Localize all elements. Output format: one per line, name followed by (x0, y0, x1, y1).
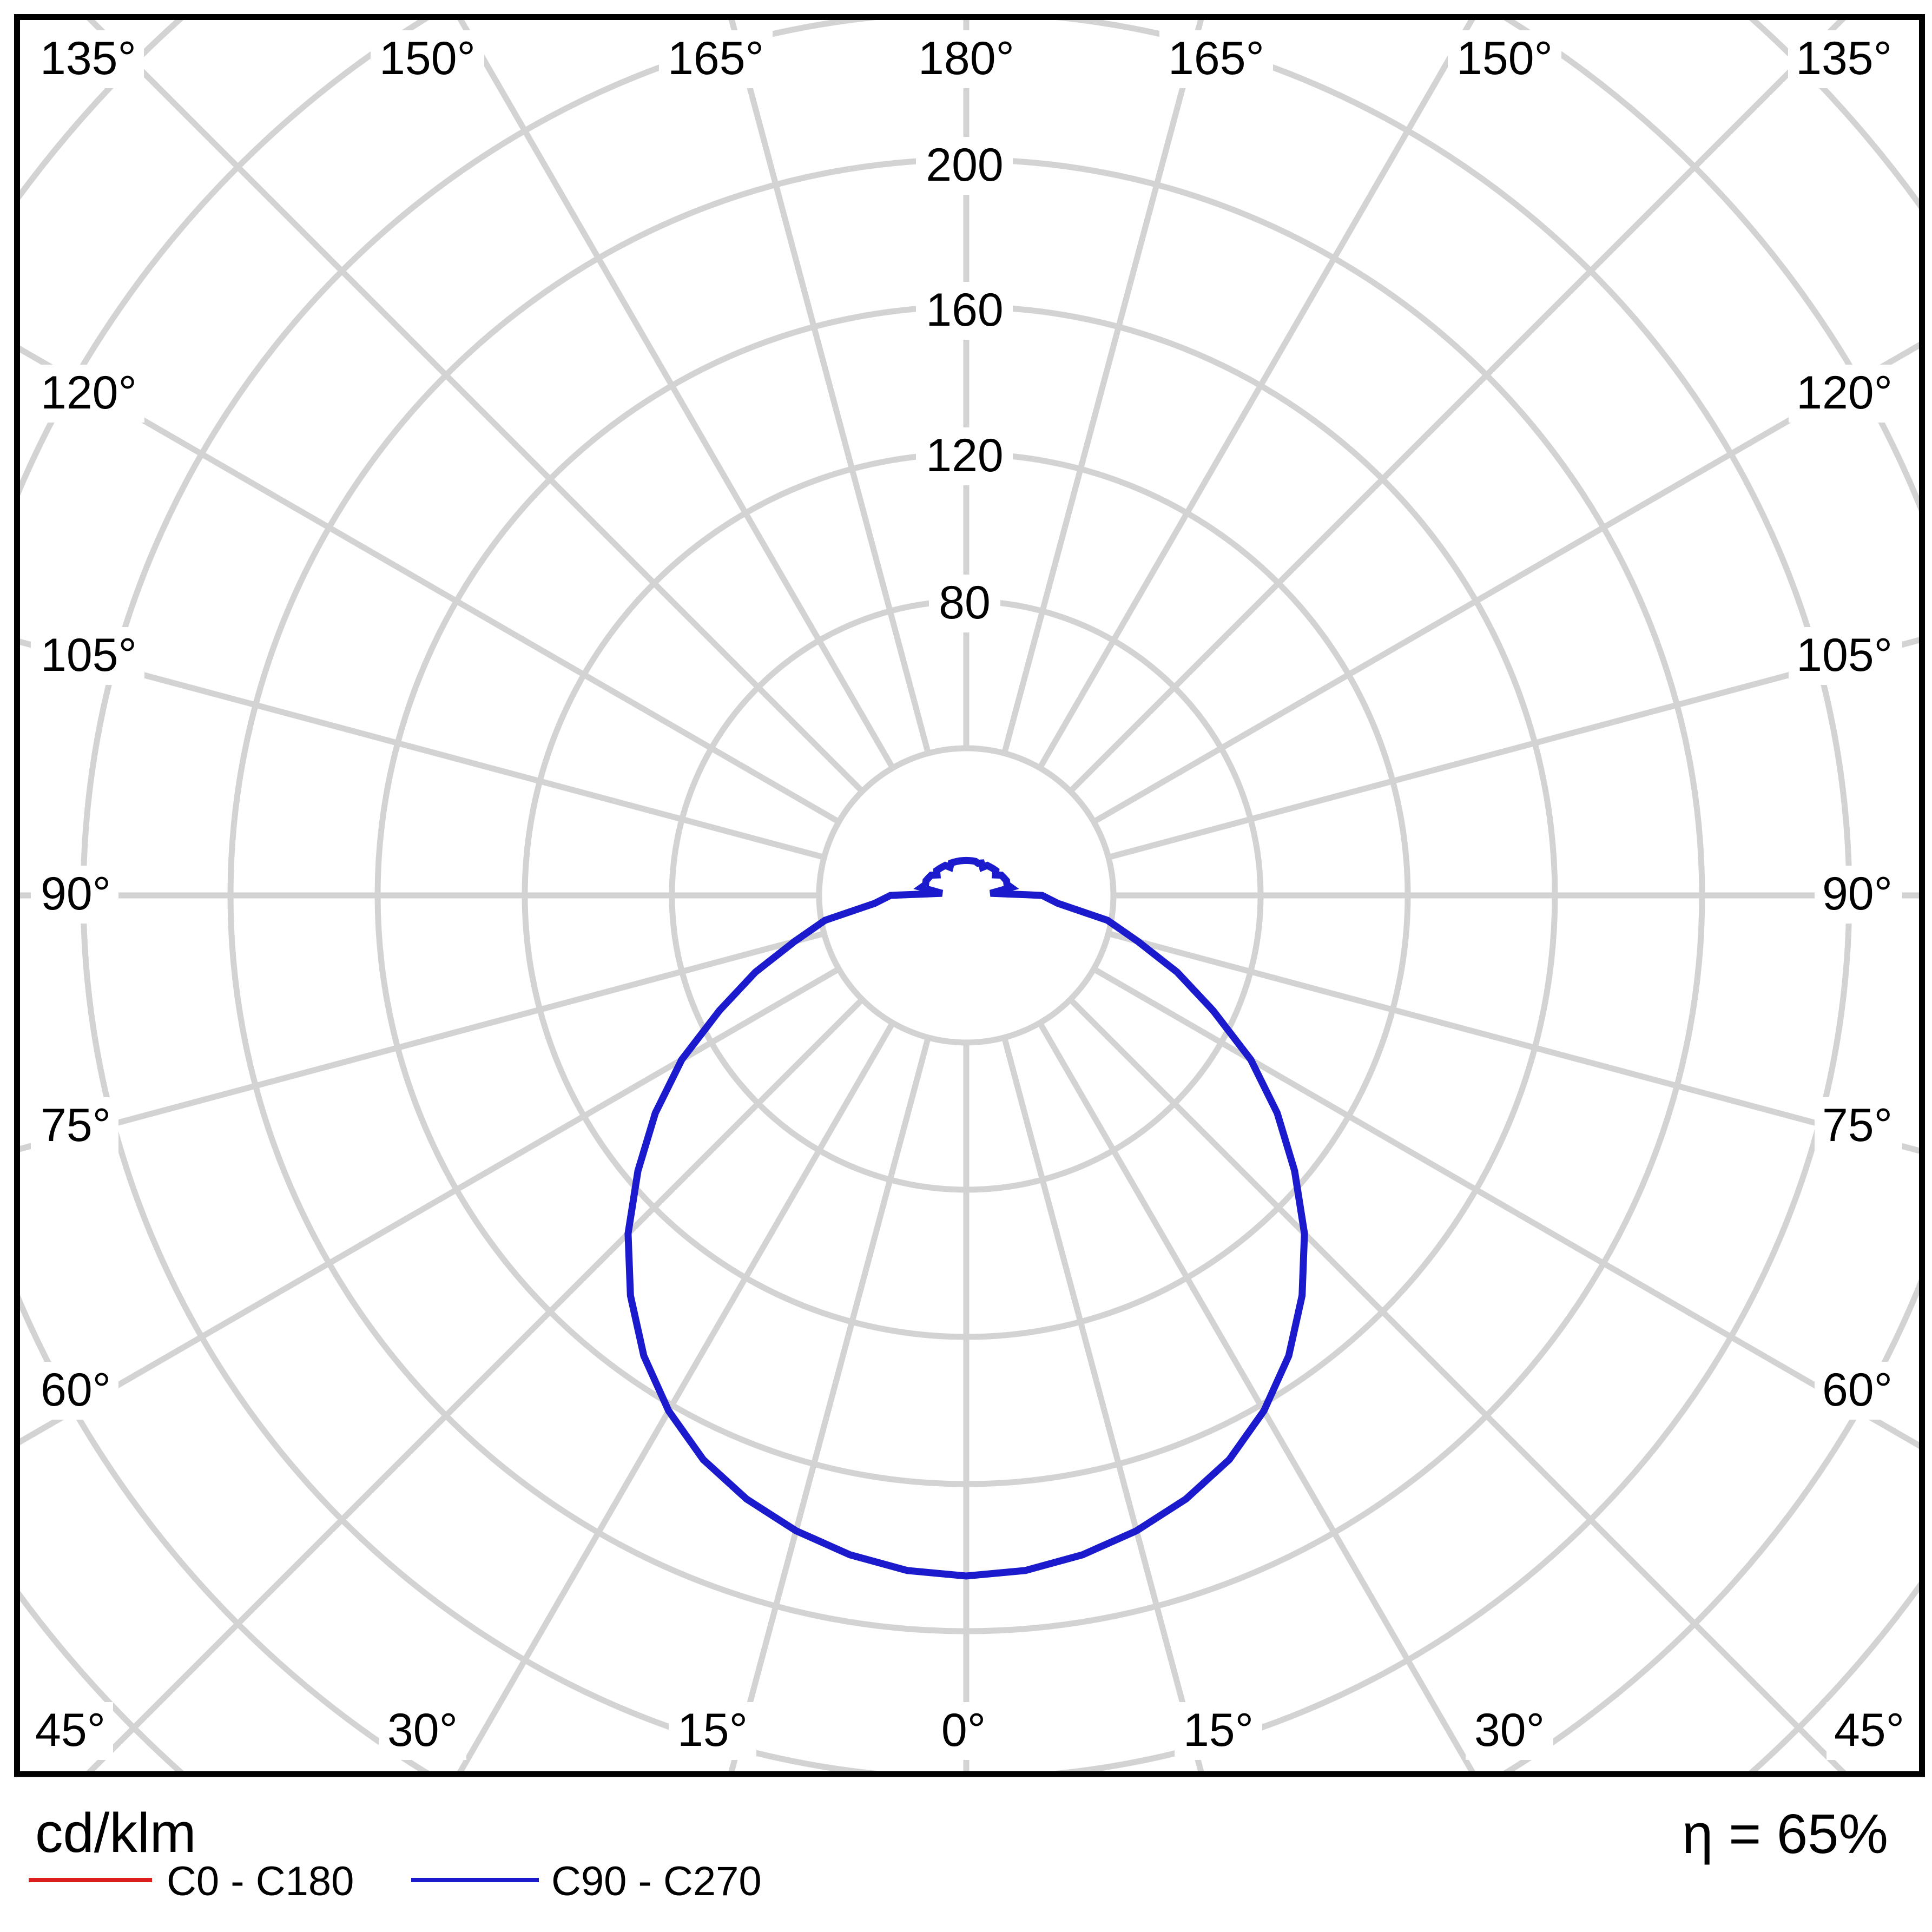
svg-text:120°: 120° (41, 367, 137, 419)
svg-text:η = 65%: η = 65% (1682, 1803, 1888, 1865)
svg-text:15°: 15° (1183, 1704, 1254, 1756)
svg-text:45°: 45° (1834, 1704, 1904, 1756)
svg-text:150°: 150° (1456, 32, 1553, 84)
svg-text:60°: 60° (41, 1364, 111, 1416)
svg-text:120°: 120° (1796, 367, 1893, 419)
svg-text:150°: 150° (379, 32, 476, 84)
svg-text:165°: 165° (668, 32, 764, 84)
svg-text:60°: 60° (1822, 1364, 1893, 1416)
svg-text:80: 80 (939, 577, 991, 629)
svg-text:C0 - C180: C0 - C180 (167, 1858, 354, 1904)
svg-text:180°: 180° (918, 32, 1014, 84)
svg-text:cd/klm: cd/klm (35, 1802, 196, 1864)
svg-text:105°: 105° (41, 629, 137, 681)
svg-text:105°: 105° (1796, 629, 1893, 681)
svg-text:75°: 75° (1822, 1099, 1893, 1151)
svg-text:120: 120 (926, 430, 1004, 482)
svg-text:15°: 15° (677, 1704, 748, 1756)
svg-text:75°: 75° (41, 1099, 111, 1151)
svg-text:135°: 135° (1796, 32, 1892, 84)
svg-text:160: 160 (926, 284, 1004, 336)
svg-text:90°: 90° (41, 868, 111, 920)
svg-text:45°: 45° (35, 1704, 105, 1756)
svg-text:135°: 135° (40, 32, 136, 84)
svg-text:C90 - C270: C90 - C270 (551, 1858, 762, 1904)
svg-text:90°: 90° (1822, 868, 1893, 920)
svg-text:165°: 165° (1168, 32, 1264, 84)
svg-text:30°: 30° (1474, 1704, 1545, 1756)
svg-text:200: 200 (926, 139, 1004, 191)
svg-text:0°: 0° (941, 1704, 986, 1756)
svg-text:30°: 30° (387, 1704, 458, 1756)
